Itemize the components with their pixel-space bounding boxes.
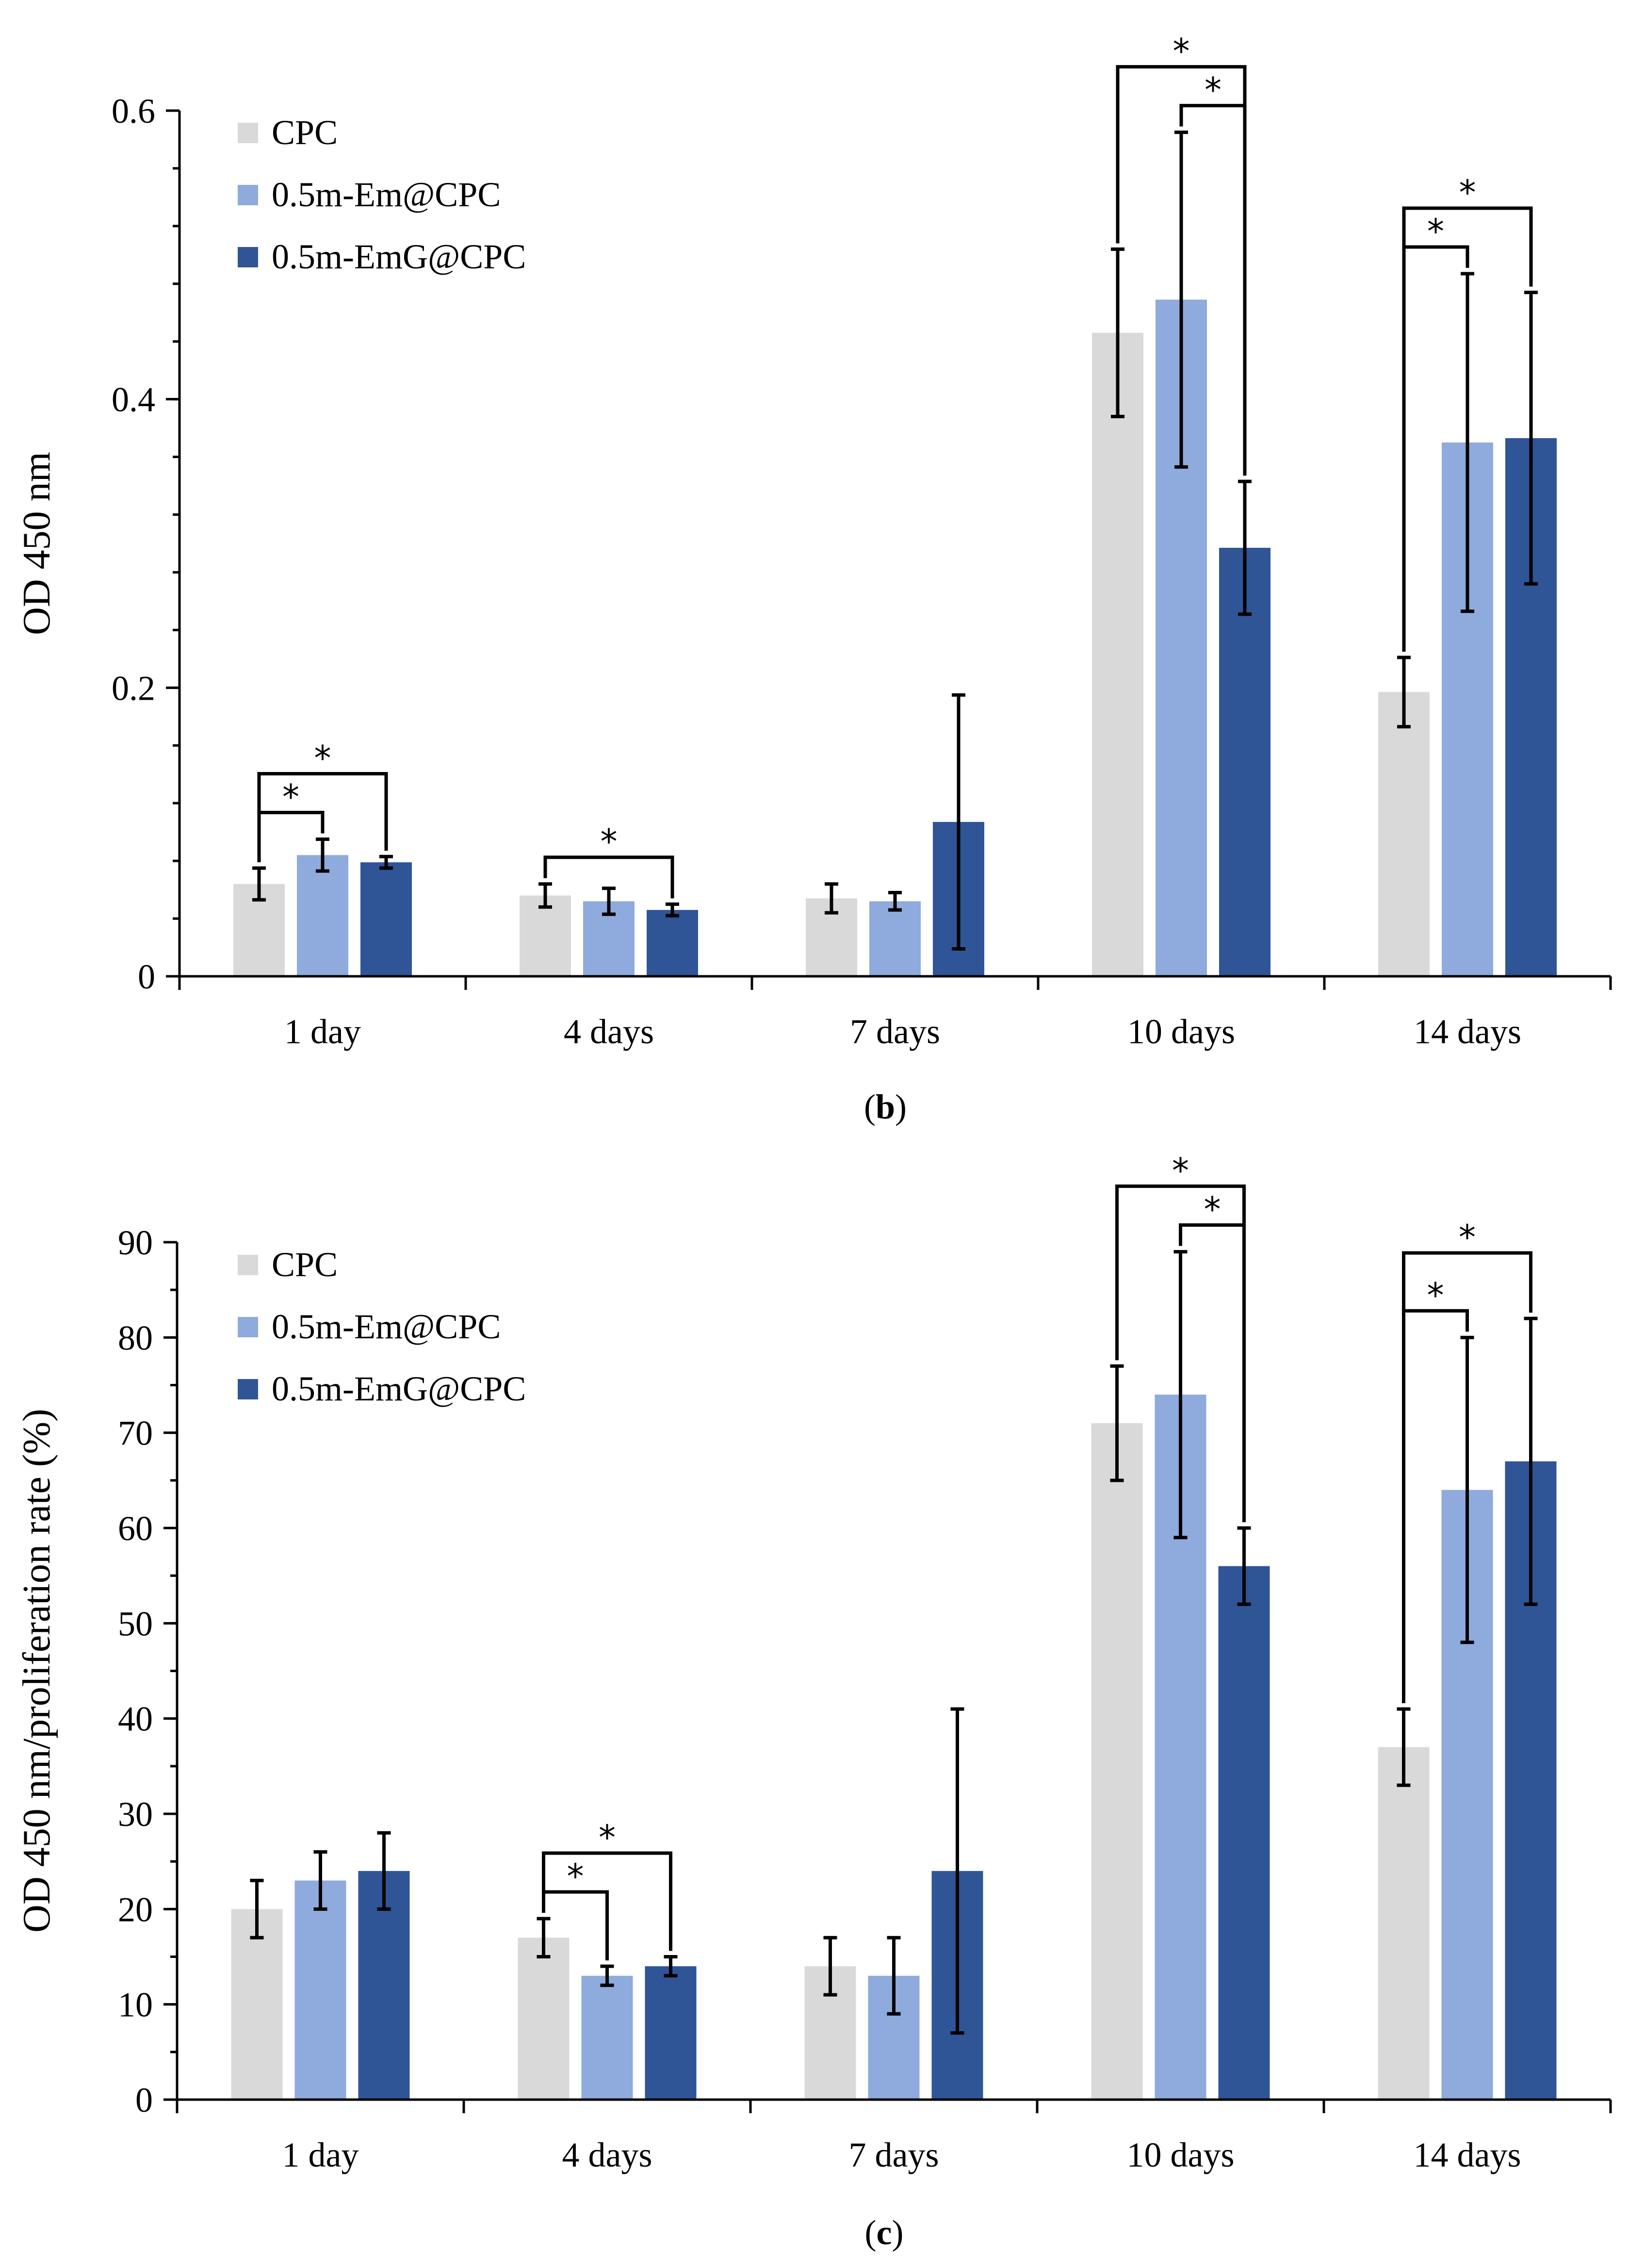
bar-c-s2-c3: [1218, 1566, 1270, 2100]
significance-bracket-c-1: [542, 1851, 672, 1951]
bar-b-s2-c3: [1219, 547, 1270, 976]
bar-b-s0-c4: [1378, 692, 1430, 976]
y-axis-title-c: OD 450 nm/proliferation rate (%): [16, 1409, 58, 1933]
y-tick-label-b: 0: [138, 957, 155, 996]
panel-label-close-paren: ): [895, 1087, 907, 1126]
significance-bracket-b-1: [257, 772, 388, 862]
legend-swatch-b-1: [238, 185, 258, 205]
legend-swatch-b-2: [238, 247, 258, 267]
bar-c-s0-c0: [231, 1909, 283, 2100]
legend-label-b-2: 0.5m-EmG@CPC: [272, 237, 526, 276]
bar-c-s0-c4: [1378, 1747, 1430, 2100]
panel-label-c: (c): [865, 2213, 904, 2252]
panel-c-chart: 0 10 20 30 40 50 60 70 80 90 1 day 4 days 7 days 10 d…: [16, 1151, 1612, 2252]
bar-b-s1-c0: [297, 855, 348, 976]
legend-label-b-1: 0.5m-Em@CPC: [272, 175, 501, 214]
y-tick-label-c: 20: [118, 1890, 153, 1929]
significance-star-b-2: *: [601, 822, 618, 862]
y-tick-label-c: 0: [135, 2081, 153, 2120]
panel-label-open-paren: (: [865, 2213, 877, 2252]
significance-bracket-c-3: [1115, 1184, 1246, 1522]
bar-c-s0-c3: [1091, 1423, 1143, 2100]
x-tick-label-b: 7 days: [850, 1012, 940, 1051]
bar-c-s1-c0: [294, 1880, 346, 2100]
y-tick-label-c: 50: [118, 1604, 153, 1643]
significance-star-c-2: *: [1204, 1190, 1221, 1230]
legend-swatch-c-2: [238, 1379, 258, 1399]
significance-star-c-0: *: [567, 1857, 584, 1896]
x-tick-label-b: 4 days: [564, 1012, 654, 1051]
y-tick-label-c: 70: [118, 1414, 153, 1453]
y-axis-title-b: OD 450 nm: [16, 452, 58, 635]
x-tick-label-c: 10 days: [1127, 2136, 1235, 2174]
significance-star-c-5: *: [1459, 1217, 1476, 1257]
bar-b-s0-c1: [520, 895, 571, 976]
x-tick-label-c: 1 day: [282, 2136, 359, 2174]
significance-bracket-b-4: [1116, 65, 1247, 476]
bar-b-s1-c2: [869, 901, 921, 976]
panel-label-b: (b): [864, 1087, 907, 1126]
x-tick-label-b: 10 days: [1127, 1012, 1235, 1051]
y-tick-label-b: 0.2: [112, 669, 155, 707]
legend-swatch-b-0: [238, 123, 258, 143]
legend-swatch-c-0: [238, 1255, 258, 1275]
y-tick-label-b: 0.6: [112, 92, 155, 131]
significance-star-b-6: *: [1459, 173, 1476, 213]
bar-c-s0-c1: [518, 1938, 570, 2100]
panel-label-letter: b: [876, 1087, 895, 1126]
significance-star-b-1: *: [314, 739, 331, 778]
bar-b-s0-c3: [1092, 332, 1143, 976]
significance-bracket-b-6: [1402, 206, 1533, 652]
legend-swatch-c-1: [238, 1317, 258, 1337]
panel-label-open-paren: (: [864, 1087, 876, 1126]
y-tick-label-c: 40: [118, 1700, 153, 1739]
legend-label-c-2: 0.5m-EmG@CPC: [272, 1369, 526, 1408]
y-tick-label-b: 0.4: [112, 380, 155, 419]
significance-star-b-3: *: [1205, 70, 1222, 110]
panel-b-chart: 0 0.2 0.4 0.6 1 day 4 days 7 days 10 days 14 day…: [16, 32, 1612, 1126]
significance-star-b-5: *: [1427, 212, 1444, 251]
bar-b-s2-c0: [360, 862, 412, 976]
significance-star-c-1: *: [599, 1818, 616, 1857]
significance-bracket-c-5: [1402, 1251, 1532, 1704]
x-tick-label-b: 1 day: [284, 1012, 361, 1051]
x-tick-label-b: 14 days: [1414, 1012, 1521, 1051]
significance-star-c-3: *: [1172, 1151, 1189, 1191]
y-tick-label-c: 30: [118, 1795, 153, 1834]
panel-label-close-paren: ): [892, 2213, 903, 2252]
legend-label-c-0: CPC: [272, 1245, 338, 1284]
bar-c-s2-c1: [645, 1966, 697, 2100]
y-tick-label-c: 10: [118, 1986, 153, 2024]
x-tick-label-c: 4 days: [562, 2136, 652, 2174]
bar-b-s2-c1: [647, 910, 698, 976]
significance-star-c-4: *: [1427, 1275, 1444, 1315]
significance-star-b-4: *: [1173, 32, 1190, 71]
y-tick-label-c: 90: [118, 1223, 153, 1262]
significance-bracket-b-0: [257, 811, 325, 862]
bar-c-s1-c1: [581, 1975, 633, 2100]
y-tick-label-c: 80: [118, 1318, 153, 1357]
legend-label-b-0: CPC: [272, 113, 338, 152]
significance-star-b-0: *: [282, 777, 299, 817]
panel-label-letter: c: [877, 2213, 892, 2252]
x-tick-label-c: 14 days: [1414, 2136, 1521, 2174]
y-tick-label-c: 60: [118, 1509, 153, 1548]
legend-label-c-1: 0.5m-Em@CPC: [272, 1307, 501, 1346]
x-tick-label-c: 7 days: [849, 2136, 939, 2174]
significance-bracket-b-2: [543, 855, 674, 899]
